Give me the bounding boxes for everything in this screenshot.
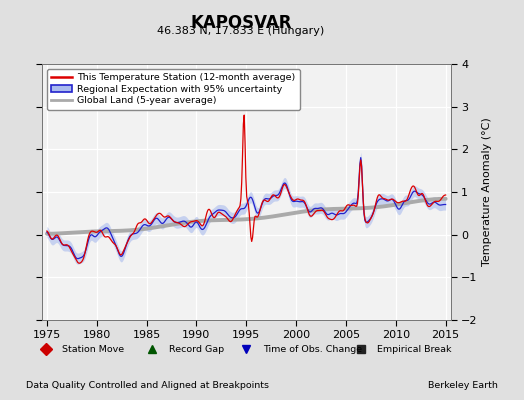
Text: Record Gap: Record Gap (169, 345, 224, 354)
Text: Berkeley Earth: Berkeley Earth (428, 381, 498, 390)
Text: Data Quality Controlled and Aligned at Breakpoints: Data Quality Controlled and Aligned at B… (26, 381, 269, 390)
Text: 46.383 N, 17.833 E (Hungary): 46.383 N, 17.833 E (Hungary) (157, 26, 325, 36)
Text: Time of Obs. Change: Time of Obs. Change (263, 345, 362, 354)
Text: Station Move: Station Move (62, 345, 125, 354)
Y-axis label: Temperature Anomaly (°C): Temperature Anomaly (°C) (482, 118, 492, 266)
Text: Empirical Break: Empirical Break (377, 345, 452, 354)
Legend: This Temperature Station (12-month average), Regional Expectation with 95% uncer: This Temperature Station (12-month avera… (47, 69, 300, 110)
Text: KAPOSVAR: KAPOSVAR (190, 14, 292, 32)
